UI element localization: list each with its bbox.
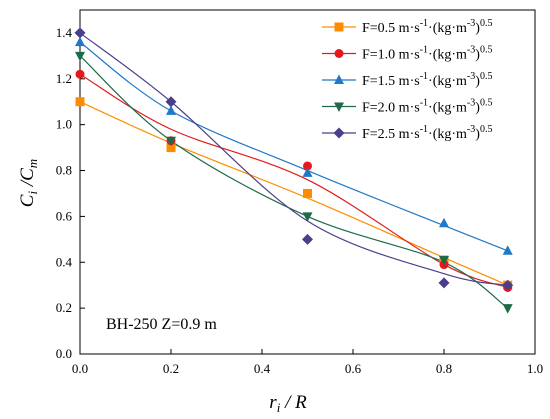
- legend-exponent: 0.5: [480, 71, 493, 82]
- legend-label-part: ): [475, 21, 480, 36]
- y-tick-label: 1.2: [56, 71, 72, 86]
- legend-label-part: ): [475, 74, 480, 89]
- legend-marker: [333, 127, 345, 139]
- legend-exponent: -1: [420, 45, 428, 56]
- legend-label-part: ·(kg·m: [428, 48, 467, 63]
- data-point: [439, 255, 449, 266]
- legend-label: F=0.5 m·s-1·(kg·m-3)0.5: [362, 18, 492, 36]
- legend-exponent: -1: [420, 98, 428, 109]
- legend-label-part: ): [475, 127, 480, 142]
- data-point: [166, 105, 176, 115]
- y-tick-label: 0.2: [56, 300, 72, 315]
- legend-label-base: F=2.5 m·s: [362, 127, 420, 142]
- legend-exponent: -3: [467, 98, 475, 109]
- data-point: [303, 161, 312, 171]
- y-tick-label: 1.4: [56, 25, 73, 40]
- data-point: [75, 36, 85, 47]
- x-tick-label: 0.6: [345, 361, 362, 376]
- legend-label-part: ): [475, 48, 480, 63]
- x-axis-label: ri / R: [269, 392, 307, 415]
- data-point: [502, 245, 513, 255]
- legend-exponent: -1: [420, 18, 428, 29]
- x-tick-label: 0.2: [163, 361, 179, 376]
- data-point: [166, 143, 176, 153]
- data-point: [302, 212, 313, 222]
- legend-label-base: F=0.5 m·s: [362, 21, 420, 36]
- legend-label-base: F=2.0 m·s: [362, 101, 420, 116]
- legend-exponent: 0.5: [480, 124, 493, 135]
- y-tick-label: 0.4: [56, 254, 73, 269]
- y-tick-label: 0.8: [56, 163, 72, 178]
- data-point: [75, 97, 85, 107]
- legend-box: [318, 12, 528, 152]
- legend-label: F=2.0 m·s-1·(kg·m-3)0.5: [362, 98, 492, 116]
- legend-label: F=1.5 m·s-1·(kg·m-3)0.5: [362, 71, 492, 89]
- legend-exponent: -1: [420, 71, 428, 82]
- y-tick-label: 1.0: [56, 117, 72, 132]
- legend-label-part: ·(kg·m: [428, 127, 467, 142]
- legend-marker: [334, 74, 344, 84]
- x-tick-label: 0.8: [436, 361, 452, 376]
- legend-label-base: F=1.5 m·s: [362, 74, 420, 89]
- legend-exponent: -3: [467, 124, 475, 135]
- legend-label: F=1.0 m·s-1·(kg·m-3)0.5: [362, 45, 492, 63]
- x-tick-label: 1.0: [527, 361, 543, 376]
- legend-label-part: ·(kg·m: [428, 101, 467, 116]
- y-axis-label: Ci /Cm: [17, 159, 40, 207]
- y-tick-label: 0.0: [56, 346, 72, 361]
- legend-exponent: 0.5: [480, 98, 493, 109]
- data-point: [75, 51, 85, 62]
- legend-exponent: 0.5: [480, 45, 493, 56]
- legend: F=0.5 m·s-1·(kg·m-3)0.5F=1.0 m·s-1·(kg·m…: [318, 12, 528, 152]
- x-tick-label: 0.4: [254, 361, 271, 376]
- legend-marker: [334, 102, 344, 112]
- legend-exponent: -3: [467, 18, 475, 29]
- legend-marker: [334, 22, 344, 32]
- annotation-text: BH-250 Z=0.9 m: [106, 316, 217, 333]
- data-point: [502, 279, 514, 291]
- legend-label-part: ·(kg·m: [428, 21, 467, 36]
- legend-marker: [334, 49, 344, 58]
- legend-exponent: 0.5: [480, 18, 493, 29]
- legend-exponent: -3: [467, 71, 475, 82]
- legend-exponent: -1: [420, 124, 428, 135]
- legend-label-part: ·(kg·m: [428, 74, 467, 89]
- data-point: [302, 167, 313, 177]
- legend-exponent: -3: [467, 45, 475, 56]
- fit-line-1: [79, 73, 508, 289]
- fit-line-0: [79, 101, 508, 286]
- fit-line-3: [79, 55, 509, 309]
- legend-label: F=2.5 m·s-1·(kg·m-3)0.5: [362, 124, 492, 142]
- data-point: [302, 233, 313, 245]
- data-point: [303, 188, 312, 198]
- legend-label-part: ): [475, 101, 480, 116]
- data-point: [165, 96, 177, 108]
- x-tick-label: 0.0: [72, 361, 88, 376]
- data-point: [439, 217, 449, 228]
- data-point: [166, 136, 176, 147]
- data-point: [438, 277, 450, 289]
- data-point: [74, 27, 86, 39]
- plot-frame: [79, 9, 536, 355]
- y-tick-label: 0.6: [56, 208, 73, 223]
- axis-ticks: 0.0 0.2 0.4 0.6 0.8 1.0 0.0 0.2 0.4 0.6 0.8 1.0 1.2 1…: [56, 25, 543, 376]
- data-points: [74, 27, 514, 314]
- legend-label-base: F=1.0 m·s: [362, 48, 420, 63]
- fit-line-4: [79, 32, 508, 286]
- data-point: [75, 69, 85, 79]
- data-point: [502, 304, 513, 314]
